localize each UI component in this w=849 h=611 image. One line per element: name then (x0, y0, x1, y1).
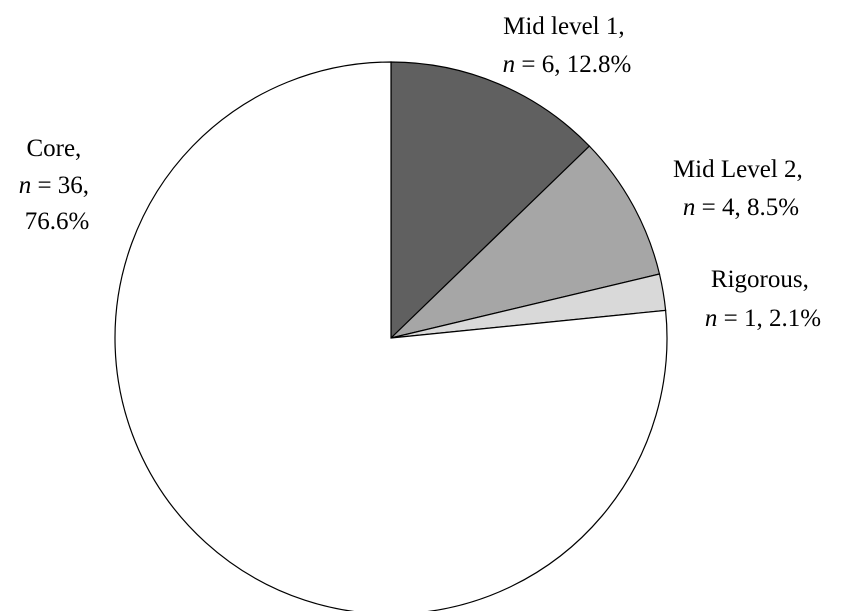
label-mid-level-2-line1: Mid Level 2, (673, 156, 803, 183)
label-mid-level-1-line2: n = 6, 12.8% (503, 51, 632, 78)
slice-mid-level-1 (390, 61, 591, 340)
label-core-line1: Core, (26, 135, 81, 162)
slice-core (114, 61, 668, 611)
label-mid-level-1-line1: Mid level 1, (503, 13, 625, 40)
label-core-line2: n = 36, (19, 172, 89, 199)
slice-mid-level-2 (389, 145, 661, 340)
label-rigorous-line1: Rigorous, (711, 266, 809, 293)
label-core: Core, n = 36, 76.6% (19, 135, 96, 235)
label-mid-level-2: Mid Level 2, n = 4, 8.5% (673, 156, 809, 221)
label-rigorous-line2: n = 1, 2.1% (705, 305, 821, 332)
label-mid-level-1: Mid level 1, n = 6, 12.8% (503, 13, 632, 78)
label-rigorous: Rigorous, n = 1, 2.1% (705, 266, 821, 332)
label-mid-level-2-line2: n = 4, 8.5% (683, 194, 799, 221)
label-core-line3: 76.6% (25, 208, 90, 235)
pie-slices (114, 61, 668, 611)
